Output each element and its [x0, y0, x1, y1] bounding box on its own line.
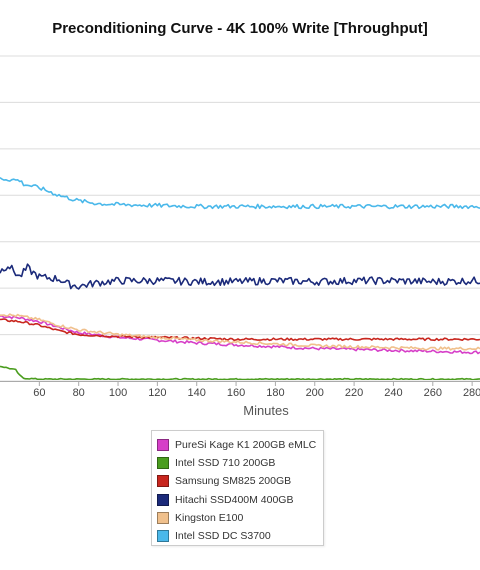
- x-tick-label: 220: [345, 387, 363, 399]
- legend-item[interactable]: Intel SSD 710 200GB: [152, 454, 323, 472]
- x-tick-label: 280: [463, 387, 480, 399]
- legend-swatch: [157, 530, 169, 543]
- legend-label: Kingston E100: [175, 511, 244, 524]
- x-axis-title: Minutes: [243, 403, 289, 418]
- x-tick-label: 180: [266, 387, 284, 399]
- x-tick-label: 100: [109, 387, 127, 399]
- legend-item[interactable]: PureSi Kage K1 200GB eMLC: [152, 436, 323, 454]
- legend-label: Intel SSD 710 200GB: [175, 457, 276, 470]
- x-tick-label: 240: [384, 387, 402, 399]
- x-tick-label: 200: [306, 387, 324, 399]
- legend-swatch: [157, 511, 169, 524]
- plot-area: 60 80 100 120 140 160 180 200 220 240 260 280: [0, 55, 480, 399]
- legend: PureSi Kage K1 200GB eMLC Intel SSD 710 …: [151, 430, 324, 546]
- x-tick-label: 260: [424, 387, 442, 399]
- series-line: [0, 318, 480, 342]
- legend-item[interactable]: Intel SSD DC S3700: [152, 527, 323, 545]
- legend-swatch: [157, 475, 169, 488]
- series-line: [0, 365, 480, 380]
- x-tick-label: 80: [73, 387, 85, 399]
- series-line: [0, 315, 480, 355]
- legend-label: Intel SSD DC S3700: [175, 530, 271, 543]
- legend-label: Hitachi SSD400M 400GB: [175, 493, 294, 506]
- x-tick-label: 160: [227, 387, 245, 399]
- legend-swatch: [157, 493, 169, 506]
- chart-title: Preconditioning Curve - 4K 100% Write [T…: [52, 20, 428, 37]
- legend-swatch: [157, 439, 169, 452]
- legend-label: Samsung SM825 200GB: [175, 475, 292, 488]
- legend-item[interactable]: Samsung SM825 200GB: [152, 472, 323, 490]
- x-tick-label: 120: [148, 387, 166, 399]
- series-line: [0, 263, 480, 290]
- legend-item[interactable]: Kingston E100: [152, 509, 323, 527]
- series-line: [0, 176, 480, 210]
- x-tick-label: 140: [188, 387, 206, 399]
- legend-item[interactable]: Hitachi SSD400M 400GB: [152, 491, 323, 509]
- x-tick-label: 60: [33, 387, 45, 399]
- legend-label: PureSi Kage K1 200GB eMLC: [175, 439, 317, 452]
- legend-swatch: [157, 457, 169, 470]
- series-line: [0, 313, 480, 351]
